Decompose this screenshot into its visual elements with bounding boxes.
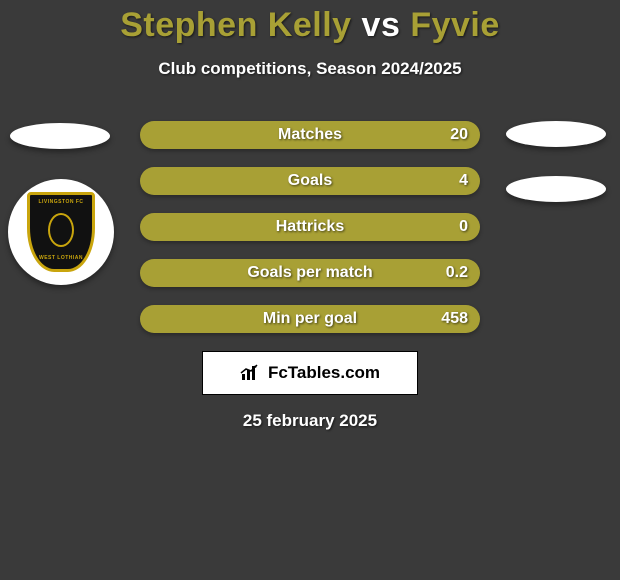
stat-label: Goals per match xyxy=(247,264,372,282)
stat-value-right: 0.2 xyxy=(446,264,468,282)
club-crest: LIVINGSTON FC WEST LOTHIAN xyxy=(8,179,114,285)
brand-box[interactable]: FcTables.com xyxy=(202,351,418,395)
vs-text: vs xyxy=(362,6,401,44)
crest-top-text: LIVINGSTON FC xyxy=(38,199,83,205)
stat-bar: Matches 20 xyxy=(140,121,480,149)
bar-chart-icon xyxy=(240,364,262,382)
stat-value-right: 0 xyxy=(459,218,468,236)
stat-label: Goals xyxy=(288,172,332,190)
player1-name: Stephen Kelly xyxy=(120,6,351,44)
stat-bar: Hattricks 0 xyxy=(140,213,480,241)
stat-value-right: 20 xyxy=(450,126,468,144)
crest-bottom-text: WEST LOTHIAN xyxy=(39,255,83,261)
comparison-title: Stephen Kelly vs Fyvie xyxy=(0,0,620,45)
stat-bar: Min per goal 458 xyxy=(140,305,480,333)
date: 25 february 2025 xyxy=(0,411,620,431)
stat-label: Matches xyxy=(278,126,342,144)
stat-label: Min per goal xyxy=(263,310,357,328)
player-placeholder-ellipse xyxy=(506,176,606,202)
stat-value-right: 458 xyxy=(441,310,468,328)
stat-bar: Goals per match 0.2 xyxy=(140,259,480,287)
stat-value-right: 4 xyxy=(459,172,468,190)
stat-label: Hattricks xyxy=(276,218,344,236)
subtitle: Club competitions, Season 2024/2025 xyxy=(0,59,620,79)
stat-bar: Goals 4 xyxy=(140,167,480,195)
brand-text: FcTables.com xyxy=(268,363,380,383)
player-placeholder-ellipse xyxy=(506,121,606,147)
crest-shield: LIVINGSTON FC WEST LOTHIAN xyxy=(27,192,95,272)
player-placeholder-ellipse xyxy=(10,123,110,149)
player2-name: Fyvie xyxy=(410,6,499,44)
crest-emblem xyxy=(48,213,74,247)
